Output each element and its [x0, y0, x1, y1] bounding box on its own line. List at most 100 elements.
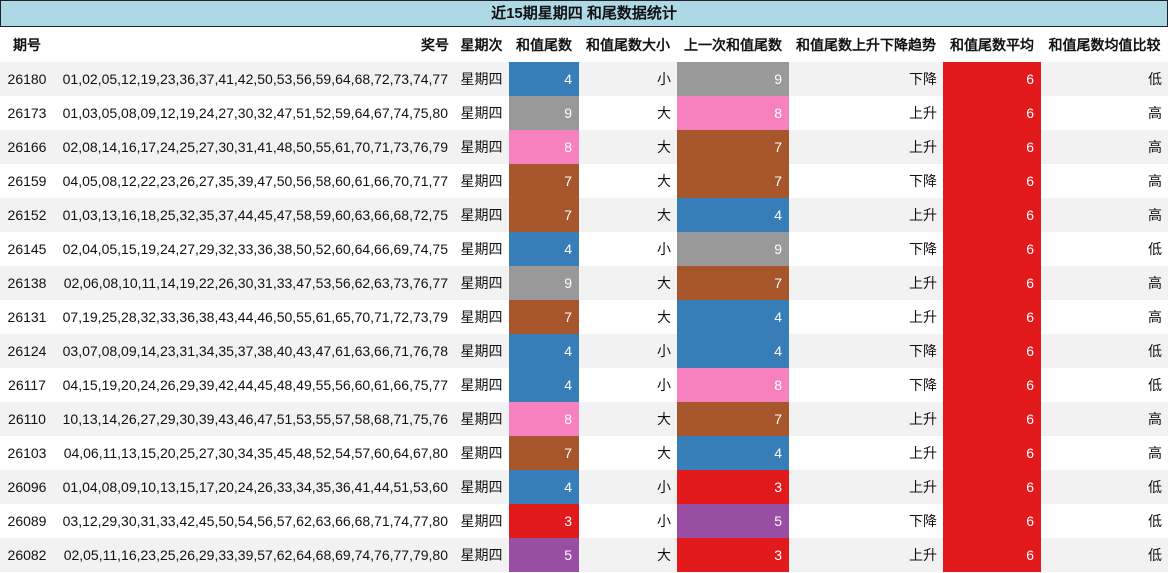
table-row: 26131 07,19,25,28,32,33,36,38,43,44,46,50… [0, 300, 1168, 334]
row-size: 大 [579, 266, 677, 300]
table-row: 26138 02,06,08,10,11,14,19,22,26,30,31,33… [0, 266, 1168, 300]
row-weekday: 星期四 [454, 266, 509, 300]
row-numbers: 02,06,08,10,11,14,19,22,26,30,31,33,47,5… [54, 266, 454, 300]
row-tail: 7 [509, 300, 579, 334]
row-prev-tail: 7 [677, 130, 789, 164]
row-prev-tail: 7 [677, 402, 789, 436]
row-numbers: 02,04,05,15,19,24,27,29,32,33,36,38,50,5… [54, 232, 454, 266]
row-compare: 低 [1041, 232, 1168, 266]
header-tail: 和值尾数 [516, 37, 572, 53]
row-avg: 6 [943, 164, 1041, 198]
row-trend: 上升 [789, 402, 943, 436]
row-numbers: 03,12,29,30,31,33,42,45,50,54,56,57,62,6… [54, 504, 454, 538]
row-tail: 7 [509, 164, 579, 198]
header-numbers: 奖号 [421, 37, 449, 53]
row-issue: 26103 [0, 436, 54, 470]
row-trend: 下降 [789, 164, 943, 198]
header-avg: 和值尾数平均 [950, 37, 1034, 53]
table-row: 26152 01,03,13,16,18,25,32,35,37,44,45,47… [0, 198, 1168, 232]
row-weekday: 星期四 [454, 538, 509, 572]
row-tail: 7 [509, 436, 579, 470]
row-size: 小 [579, 334, 677, 368]
row-avg: 6 [943, 300, 1041, 334]
row-weekday: 星期四 [454, 130, 509, 164]
row-trend: 上升 [789, 538, 943, 572]
row-issue: 26145 [0, 232, 54, 266]
row-prev-tail: 5 [677, 504, 789, 538]
row-weekday: 星期四 [454, 470, 509, 504]
row-size: 大 [579, 402, 677, 436]
row-numbers: 10,13,14,26,27,29,30,39,43,46,47,51,53,5… [54, 402, 454, 436]
row-issue: 26152 [0, 198, 54, 232]
row-trend: 上升 [789, 266, 943, 300]
row-weekday: 星期四 [454, 368, 509, 402]
row-issue: 26089 [0, 504, 54, 538]
row-tail: 8 [509, 130, 579, 164]
row-compare: 低 [1041, 334, 1168, 368]
row-size: 大 [579, 538, 677, 572]
row-compare: 低 [1041, 368, 1168, 402]
row-size: 小 [579, 470, 677, 504]
row-compare: 高 [1041, 436, 1168, 470]
row-tail: 9 [509, 96, 579, 130]
row-tail: 8 [509, 402, 579, 436]
row-size: 大 [579, 300, 677, 334]
row-avg: 6 [943, 232, 1041, 266]
row-numbers: 01,03,13,16,18,25,32,35,37,44,45,47,58,5… [54, 198, 454, 232]
row-trend: 上升 [789, 470, 943, 504]
row-avg: 6 [943, 402, 1041, 436]
table-title: 近15期星期四 和尾数据统计 [0, 0, 1168, 27]
stats-table: 期号 奖号 星期次 和值尾数 和值尾数大小 上一次和值尾数 和值尾数上升下降趋势… [0, 28, 1168, 572]
row-compare: 高 [1041, 198, 1168, 232]
table-row: 26145 02,04,05,15,19,24,27,29,32,33,36,38… [0, 232, 1168, 266]
row-tail: 4 [509, 334, 579, 368]
row-tail: 4 [509, 62, 579, 96]
row-trend: 上升 [789, 436, 943, 470]
row-weekday: 星期四 [454, 164, 509, 198]
row-numbers: 03,07,08,09,14,23,31,34,35,37,38,40,43,4… [54, 334, 454, 368]
row-issue: 26117 [0, 368, 54, 402]
row-trend: 下降 [789, 368, 943, 402]
row-numbers: 04,15,19,20,24,26,29,39,42,44,45,48,49,5… [54, 368, 454, 402]
row-avg: 6 [943, 504, 1041, 538]
table-row: 26159 04,05,08,12,22,23,26,27,35,39,47,50… [0, 164, 1168, 198]
row-prev-tail: 9 [677, 232, 789, 266]
table-row: 26173 01,03,05,08,09,12,19,24,27,30,32,47… [0, 96, 1168, 130]
row-compare: 低 [1041, 62, 1168, 96]
row-weekday: 星期四 [454, 198, 509, 232]
row-size: 大 [579, 198, 677, 232]
row-size: 小 [579, 504, 677, 538]
row-avg: 6 [943, 436, 1041, 470]
row-issue: 26166 [0, 130, 54, 164]
table-row: 26089 03,12,29,30,31,33,42,45,50,54,56,57… [0, 504, 1168, 538]
row-issue: 26096 [0, 470, 54, 504]
table-row: 26124 03,07,08,09,14,23,31,34,35,37,38,40… [0, 334, 1168, 368]
row-numbers: 01,03,05,08,09,12,19,24,27,30,32,47,51,5… [54, 96, 454, 130]
row-avg: 6 [943, 266, 1041, 300]
table-row: 26166 02,08,14,16,17,24,25,27,30,31,41,48… [0, 130, 1168, 164]
row-size: 小 [579, 232, 677, 266]
header-trend: 和值尾数上升下降趋势 [796, 37, 936, 53]
row-trend: 上升 [789, 198, 943, 232]
row-issue: 26124 [0, 334, 54, 368]
row-avg: 6 [943, 470, 1041, 504]
row-trend: 上升 [789, 300, 943, 334]
row-trend: 上升 [789, 130, 943, 164]
row-prev-tail: 4 [677, 436, 789, 470]
row-numbers: 01,04,08,09,10,13,15,17,20,24,26,33,34,3… [54, 470, 454, 504]
row-avg: 6 [943, 538, 1041, 572]
row-numbers: 07,19,25,28,32,33,36,38,43,44,46,50,55,6… [54, 300, 454, 334]
row-avg: 6 [943, 130, 1041, 164]
row-issue: 26180 [0, 62, 54, 96]
table-row: 26117 04,15,19,20,24,26,29,39,42,44,45,48… [0, 368, 1168, 402]
row-prev-tail: 3 [677, 470, 789, 504]
row-tail: 3 [509, 504, 579, 538]
row-weekday: 星期四 [454, 402, 509, 436]
header-prev-tail: 上一次和值尾数 [684, 37, 782, 53]
row-issue: 26110 [0, 402, 54, 436]
row-issue: 26131 [0, 300, 54, 334]
row-tail: 9 [509, 266, 579, 300]
row-avg: 6 [943, 198, 1041, 232]
row-trend: 上升 [789, 96, 943, 130]
